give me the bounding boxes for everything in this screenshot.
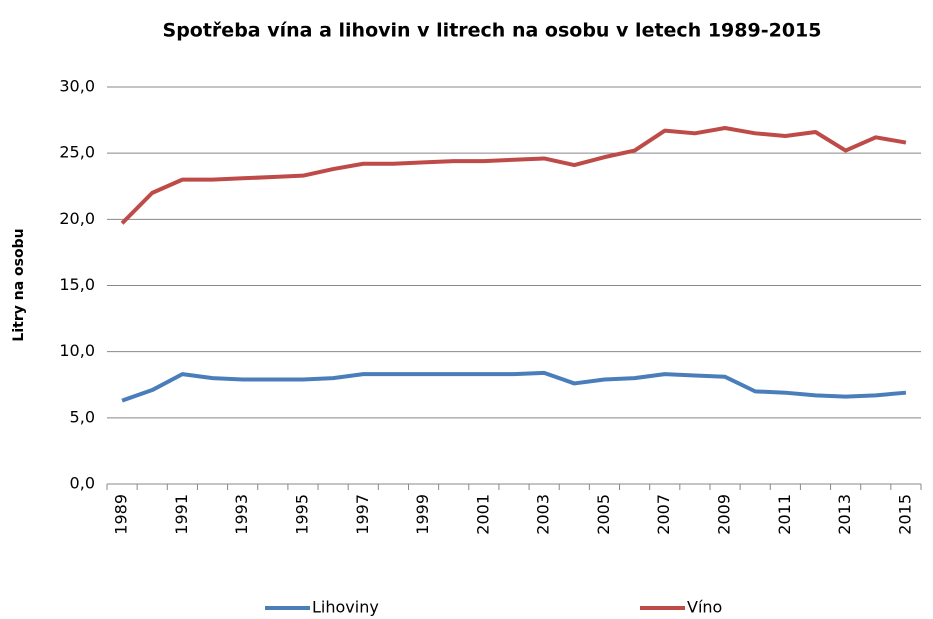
x-tick-label: 2001 — [473, 494, 492, 535]
series-line — [120, 126, 907, 225]
legend-label: Lihoviny — [312, 598, 379, 617]
y-tick-label: 10,0 — [59, 341, 95, 360]
x-tick-label: 1999 — [413, 494, 432, 535]
x-tick-label: 2005 — [594, 494, 613, 535]
y-axis-label: Litry na osobu — [11, 228, 27, 341]
y-tick-label: 15,0 — [59, 275, 95, 294]
x-tick-label: 1989 — [112, 494, 131, 535]
x-tick-label: 1997 — [353, 494, 372, 535]
y-tick-label: 25,0 — [59, 143, 95, 162]
y-tick-label: 5,0 — [70, 407, 95, 426]
x-tick-label: 1991 — [172, 494, 191, 535]
series-line — [121, 370, 907, 403]
x-tick-label: 1993 — [232, 494, 251, 535]
chart-title: Spotřeba vína a lihovin v litrech na oso… — [163, 20, 822, 42]
x-tick-label: 2011 — [775, 494, 794, 535]
x-tick-label: 2009 — [715, 494, 734, 535]
legend-label: Víno — [687, 598, 722, 617]
y-tick-label: 20,0 — [59, 209, 95, 228]
y-tick-label: 0,0 — [70, 474, 95, 493]
y-tick-label: 30,0 — [59, 77, 95, 96]
x-tick-label: 2015 — [895, 494, 914, 535]
x-tick-label: 2003 — [534, 494, 553, 535]
x-tick-label: 1995 — [292, 494, 311, 535]
x-tick-label: 2013 — [835, 494, 854, 535]
x-tick-label: 2007 — [654, 494, 673, 535]
